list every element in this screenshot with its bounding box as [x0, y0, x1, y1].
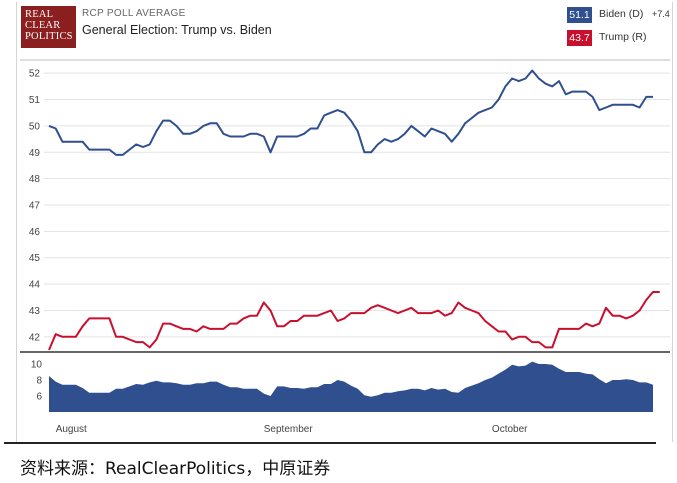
y-tick-label: 51 [29, 95, 41, 106]
rcp-logo: REAL CLEAR POLITICS [21, 6, 76, 48]
y-tick-label: 48 [29, 174, 41, 185]
x-tick-label: October [492, 424, 528, 435]
legend-label-trump: Trump (R) [599, 31, 647, 43]
source-note: 资料来源：RealClearPolitics，中原证券 [20, 459, 331, 479]
x-tick-label: August [56, 424, 87, 435]
legend-value-biden: 51.1 [567, 7, 592, 23]
chart-subtitle: RCP POLL AVERAGE [82, 8, 186, 19]
legend-spread: +7.4 [652, 9, 670, 19]
logo-line: CLEAR [25, 20, 61, 31]
legend-label-biden: Biden (D) [599, 8, 644, 20]
divider [4, 442, 656, 444]
y-tick-label: 44 [29, 280, 41, 291]
legend: 51.1 Biden (D) +7.4 43.7 Trump (R) [565, 6, 671, 52]
spread-area [49, 361, 653, 412]
legend-value-trump: 43.7 [567, 30, 592, 46]
logo-line: POLITICS [25, 31, 73, 42]
y-tick-label: 42 [29, 332, 41, 343]
y-tick-label: 50 [29, 121, 41, 132]
y-tick-label: 43 [29, 306, 41, 317]
y-tick-label: 47 [29, 201, 41, 212]
legend-item-biden: 51.1 Biden (D) +7.4 [565, 6, 671, 26]
y-tick-label: 45 [29, 253, 41, 264]
y-tick-label: 52 [29, 69, 41, 80]
spread-y-tick-label: 8 [36, 376, 42, 387]
series-line-trump [48, 291, 660, 351]
chart-title: General Election: Trump vs. Biden [82, 23, 272, 37]
legend-item-trump: 43.7 Trump (R) [565, 29, 671, 49]
spread-y-tick-label: 6 [36, 392, 42, 403]
x-tick-label: September [264, 424, 314, 435]
logo-line: REAL [25, 9, 54, 20]
spread-y-tick-label: 10 [31, 360, 43, 371]
series-line-biden [48, 69, 653, 156]
chart-panel: REAL CLEAR POLITICS RCP POLL AVERAGE Gen… [16, 2, 673, 442]
y-tick-label: 46 [29, 227, 41, 238]
y-tick-label: 49 [29, 148, 41, 159]
